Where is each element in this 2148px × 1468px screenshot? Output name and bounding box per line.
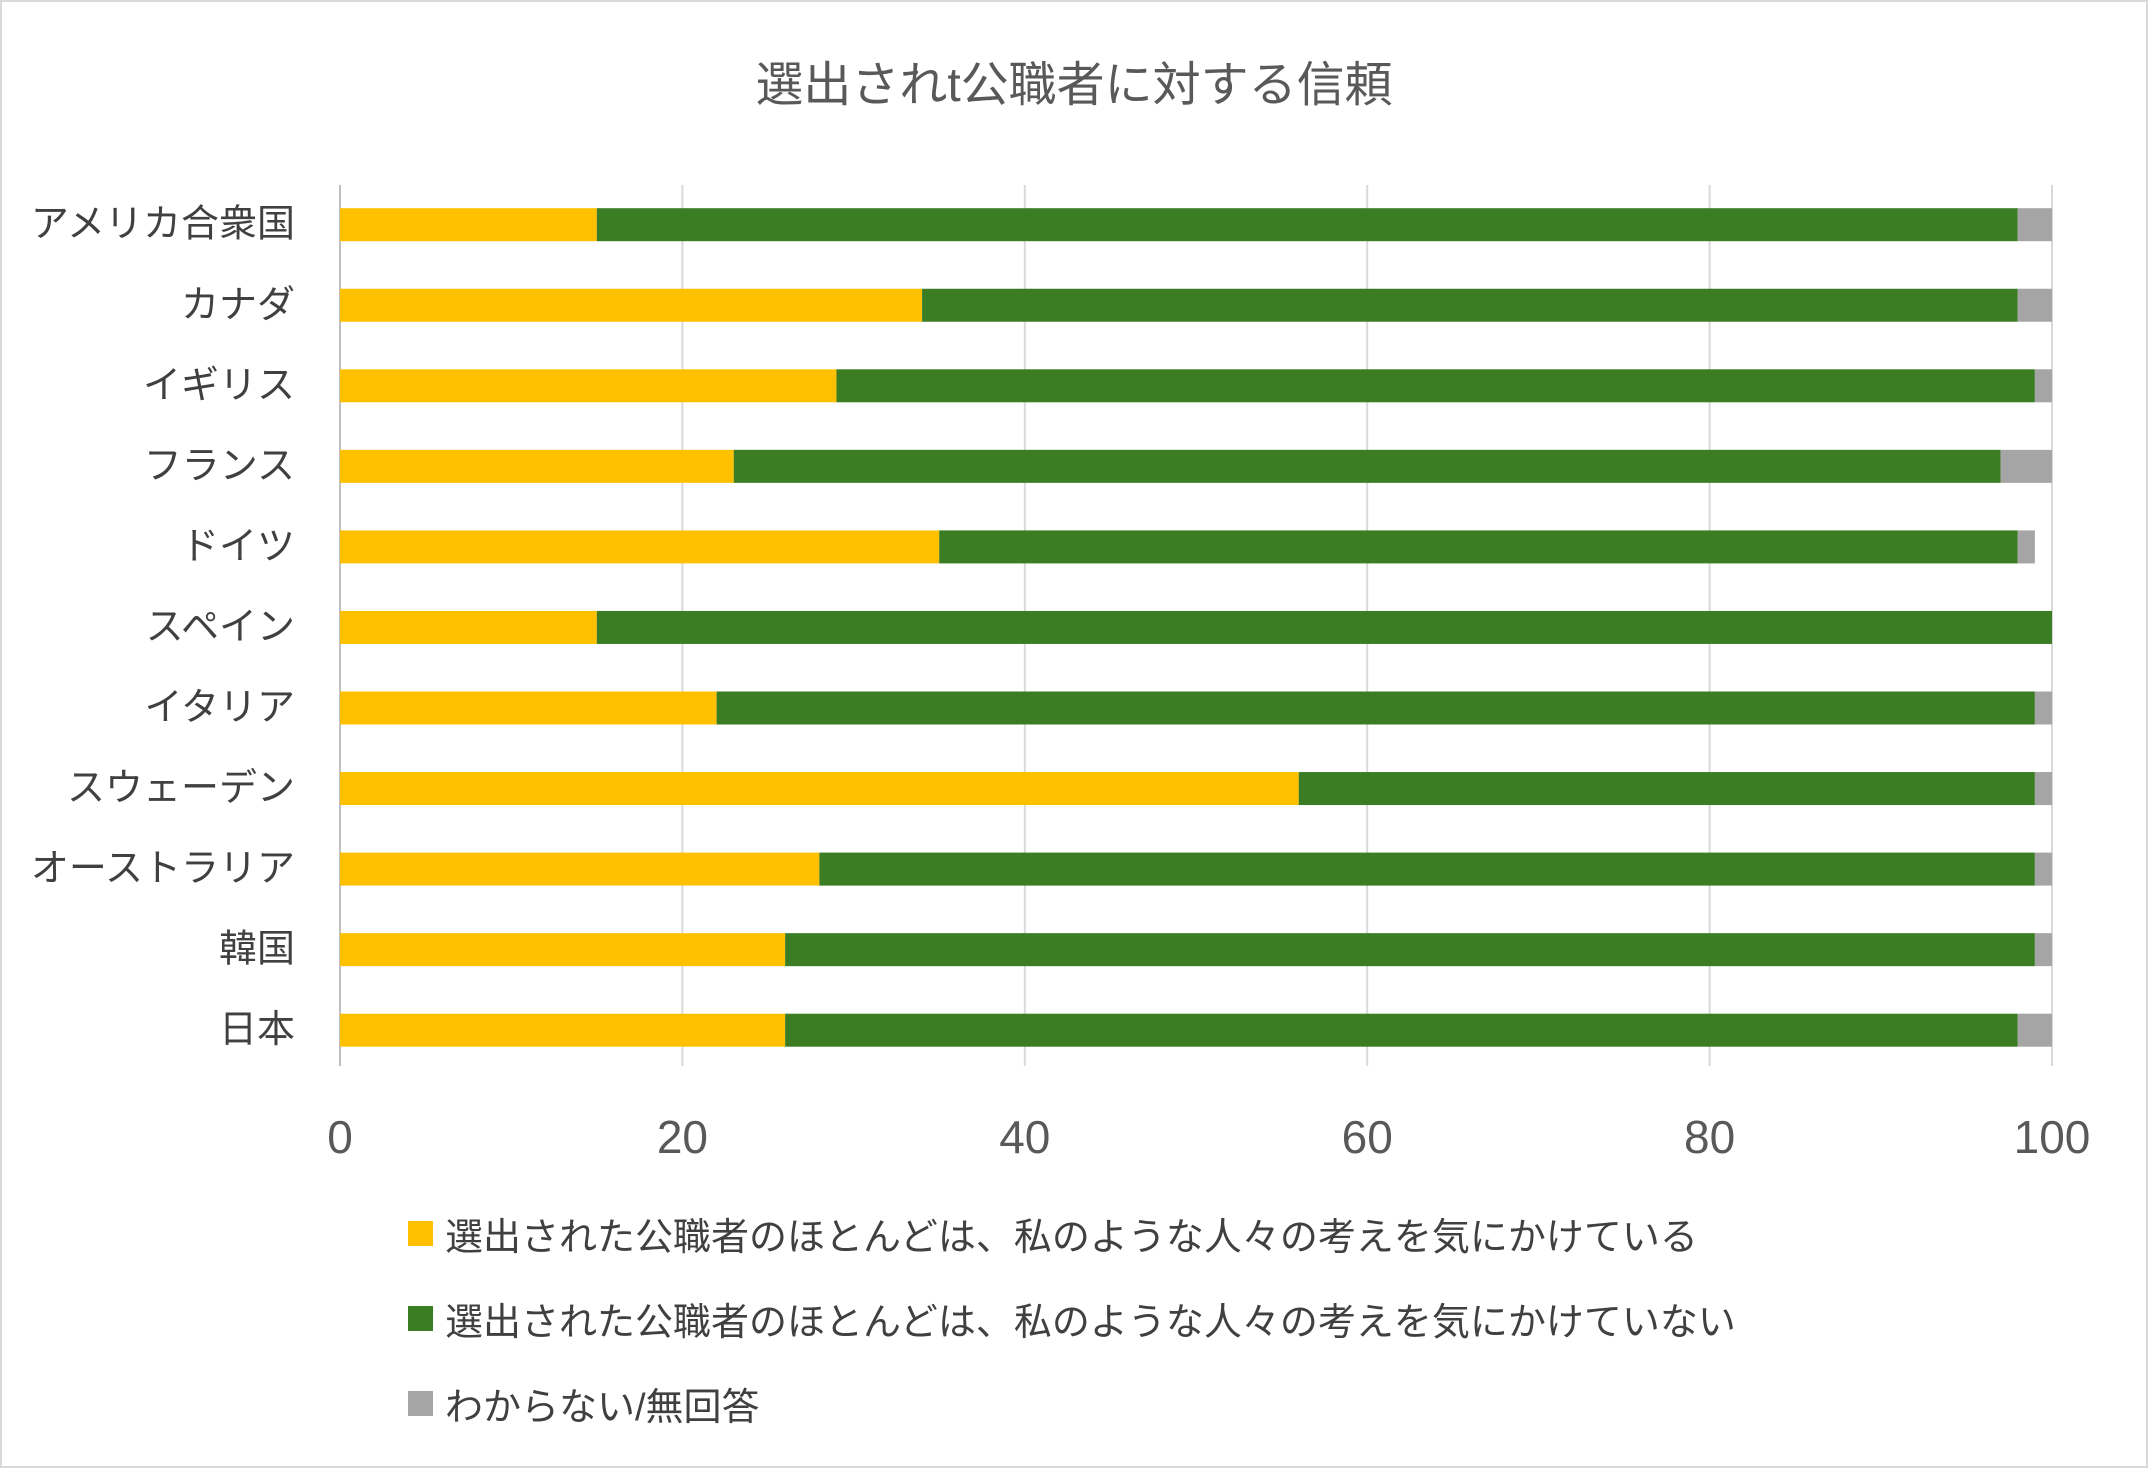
x-tick-label: 100 — [2014, 1111, 2091, 1163]
bar-series2-10 — [785, 1013, 2018, 1047]
bar-series1-5 — [340, 610, 597, 644]
bar-series1-9 — [340, 933, 786, 967]
bar-series1-2 — [340, 369, 837, 403]
bar-series3-2 — [2034, 369, 2052, 403]
bar-series1-10 — [340, 1013, 786, 1047]
bar-series2-0 — [596, 208, 2018, 242]
x-tick-label: 80 — [1684, 1111, 1735, 1163]
bar-series2-7 — [1298, 772, 2035, 806]
value-axis-labels: 0 20 40 60 80 100 — [327, 1111, 2090, 1163]
category-label: カナダ — [181, 284, 295, 326]
bar-series3-1 — [2017, 288, 2052, 322]
bar-series2-8 — [819, 852, 2035, 886]
bar-series3-0 — [2017, 208, 2052, 242]
x-tick-label: 40 — [999, 1111, 1050, 1163]
bar-series2-4 — [939, 530, 2018, 564]
bar-series1-8 — [340, 852, 820, 886]
bar-series1-4 — [340, 530, 940, 564]
category-label: イギリス — [143, 365, 295, 407]
category-label: フランス — [144, 445, 295, 487]
x-tick-label: 0 — [327, 1111, 353, 1163]
x-tick-label: 60 — [1342, 1111, 1393, 1163]
category-label: 韓国 — [219, 929, 295, 971]
bar-series2-6 — [716, 691, 2035, 725]
bar-series3-3 — [2000, 449, 2052, 483]
bar-series1-7 — [340, 772, 1299, 806]
bars — [340, 208, 2052, 1047]
bar-series2-2 — [836, 369, 2035, 403]
category-label: 日本 — [219, 1009, 295, 1051]
chart-title: 選出されt公職者に対する信頼 — [755, 59, 1393, 112]
category-label: アメリカ合衆国 — [31, 204, 295, 246]
category-label: イタリア — [145, 687, 295, 729]
bar-series2-3 — [733, 449, 2001, 483]
bar-series3-4 — [2017, 530, 2035, 564]
category-label: スペイン — [146, 606, 295, 648]
bar-series3-10 — [2017, 1013, 2052, 1047]
category-label: ドイツ — [181, 526, 295, 568]
bar-series1-1 — [340, 288, 923, 322]
bar-series3-7 — [2034, 772, 2052, 806]
bar-series1-0 — [340, 208, 597, 242]
x-tick-label: 20 — [657, 1111, 708, 1163]
bar-series3-9 — [2034, 933, 2052, 967]
bar-series2-5 — [596, 610, 2052, 644]
bar-series3-6 — [2034, 691, 2052, 725]
category-label: オーストラリア — [31, 848, 295, 890]
bar-series3-8 — [2034, 852, 2052, 886]
bar-series2-9 — [785, 933, 2035, 967]
bar-series1-3 — [340, 449, 734, 483]
category-axis-labels: アメリカ合衆国カナダイギリスフランスドイツスペインイタリアスウェーデンオーストラ… — [31, 204, 295, 1051]
category-label: スウェーデン — [67, 768, 295, 810]
bar-series1-6 — [340, 691, 717, 725]
bar-series2-1 — [922, 288, 2018, 322]
